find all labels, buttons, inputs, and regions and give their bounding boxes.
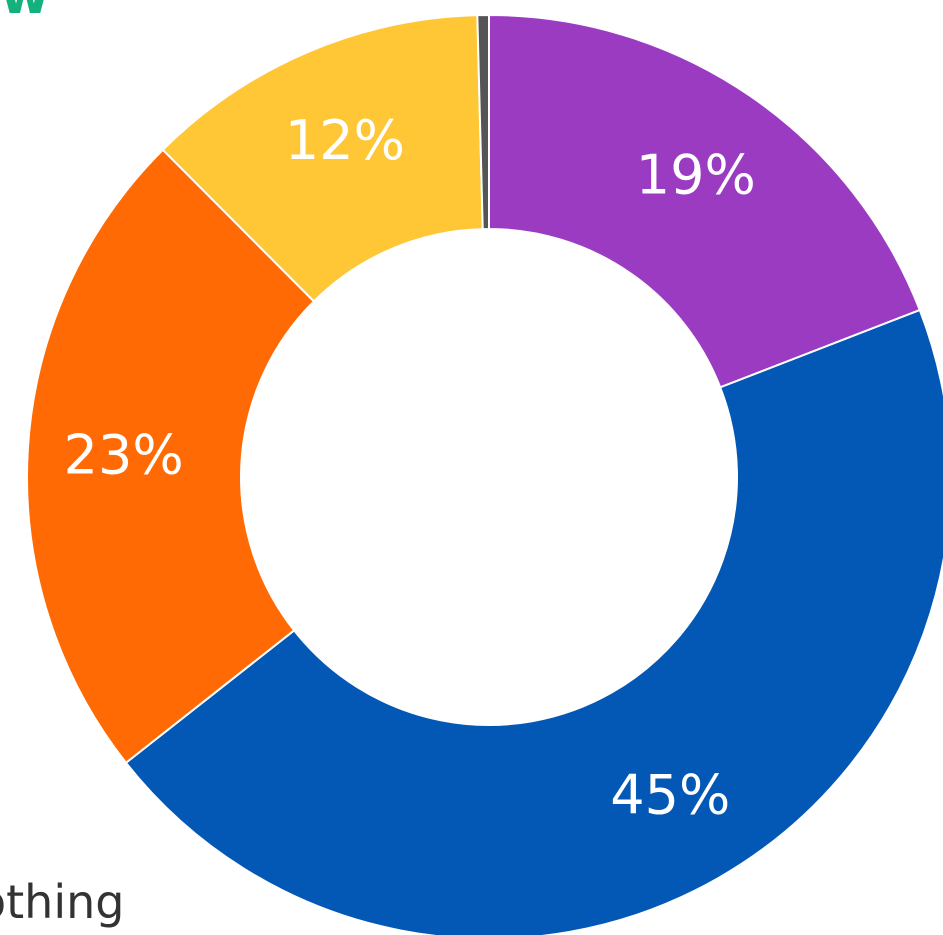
donut-slice-3	[161, 14, 484, 303]
header-text-fragment: w	[0, 0, 50, 22]
footer-text-fragment: othing	[0, 875, 125, 929]
donut-labels: 19% 45% 23% 12%	[64, 109, 756, 826]
donut-slice-label-0: 19%	[636, 144, 756, 207]
donut-slice-4	[476, 13, 490, 231]
donut-slice-2	[26, 148, 316, 765]
donut-slice-1	[124, 308, 943, 935]
donut-slice-label-1: 45%	[610, 763, 730, 826]
donut-slices	[26, 13, 943, 935]
donut-slice-label-2: 23%	[64, 424, 184, 487]
donut-slice-label-3: 12%	[285, 109, 405, 172]
donut-slice-0	[488, 13, 922, 389]
